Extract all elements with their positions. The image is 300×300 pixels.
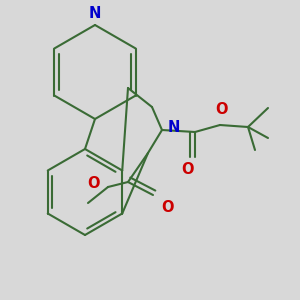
Text: O: O [181, 162, 193, 177]
Text: O: O [161, 200, 173, 215]
Text: N: N [168, 121, 180, 136]
Text: N: N [89, 6, 101, 21]
Text: O: O [88, 176, 100, 191]
Text: O: O [216, 102, 228, 117]
